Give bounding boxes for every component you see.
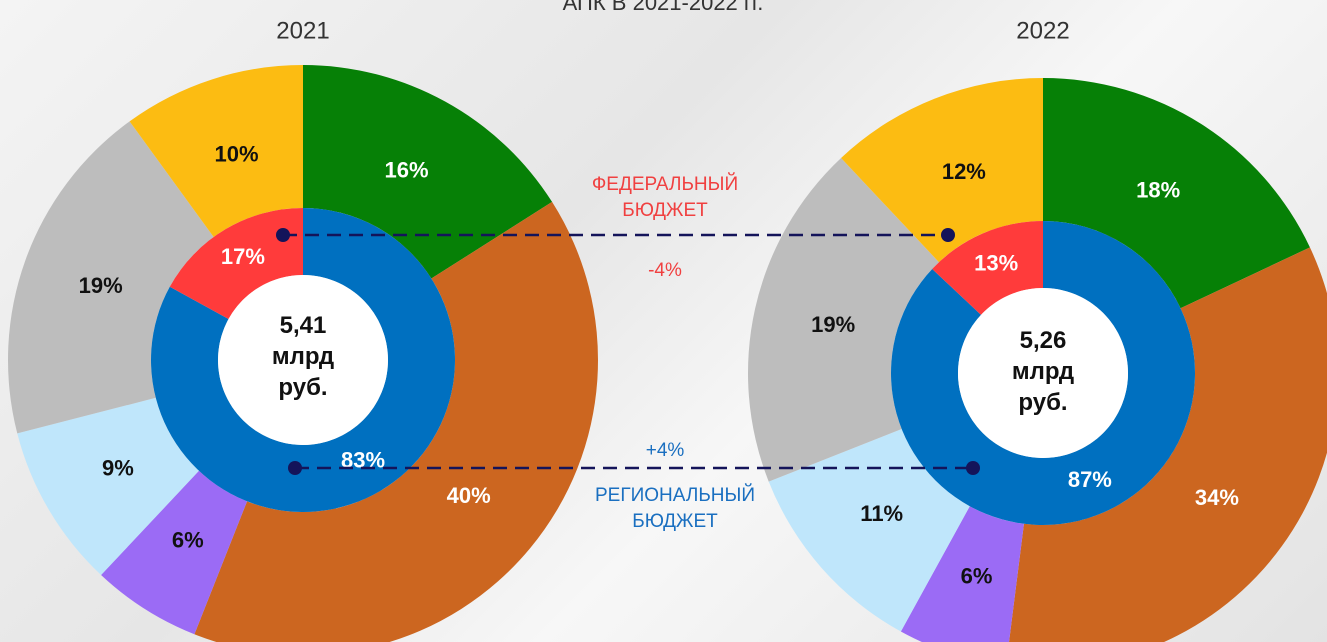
slice-label: 87%: [1068, 467, 1112, 492]
slice-label: 19%: [79, 273, 123, 298]
slice-label: 6%: [961, 563, 993, 588]
federal-change: -4%: [648, 260, 682, 281]
slice-label: 12%: [942, 159, 986, 184]
pie-slice: [768, 428, 970, 632]
slice-label: 13%: [974, 251, 1018, 276]
chart-title: 2021: [276, 17, 329, 44]
charts: 16%40%6%9%19%10%83%17%18%34%6%11%19%12%8…: [7, 65, 1327, 642]
pie-slice: [169, 208, 303, 320]
title: АПК В 2021-2022 гг.: [563, 0, 764, 15]
slice-label: 18%: [1136, 177, 1180, 202]
slice-label: 6%: [172, 527, 204, 552]
pie-slice: [1043, 78, 1310, 309]
pie-slice: [303, 65, 553, 279]
connector-dot: [966, 461, 980, 475]
pie-hole: [958, 288, 1128, 458]
pie-slice: [900, 506, 1024, 642]
slice-label: 9%: [102, 455, 134, 480]
slice-label: 10%: [215, 141, 259, 166]
slice-label: 19%: [811, 312, 855, 337]
pie-slice: [932, 221, 1043, 315]
slice-label: 11%: [860, 501, 903, 526]
pie-slice: [17, 397, 199, 576]
center-label: 5,41 млрд руб.: [271, 312, 335, 401]
connector-dot: [276, 228, 290, 242]
connectors: [276, 228, 980, 475]
slice-label: 40%: [447, 483, 491, 508]
pie-slice: [194, 201, 598, 642]
pie-slice: [841, 78, 1043, 263]
pie-slice: [748, 157, 939, 482]
pie-slice: [101, 470, 248, 635]
slice-label: 16%: [385, 157, 429, 182]
pie-slice: [891, 221, 1195, 525]
regional-label: РЕГИОНАЛЬНЫЙ БЮДЖЕТ: [594, 485, 755, 532]
connector-dot: [288, 461, 302, 475]
federal-label: ФЕДЕРАЛЬНЫЙ БЮДЖЕТ: [591, 174, 739, 221]
slice-label: 34%: [1195, 485, 1239, 510]
regional-change: +4%: [645, 440, 685, 461]
slice-label: 17%: [221, 244, 265, 269]
pie-slice: [129, 65, 303, 238]
pie-hole: [218, 275, 388, 445]
center-label: 5,26 млрд руб.: [1011, 327, 1075, 416]
connector-dot: [941, 228, 955, 242]
chart-title: 2022: [1016, 17, 1069, 44]
pie-slice: [7, 121, 214, 434]
pie-slice: [1009, 247, 1327, 642]
pie-slice: [151, 208, 455, 513]
